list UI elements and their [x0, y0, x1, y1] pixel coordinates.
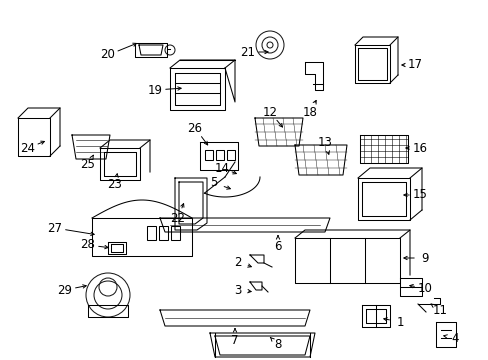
Text: 26: 26	[187, 122, 202, 135]
Text: 19: 19	[147, 84, 162, 96]
Text: 25: 25	[81, 158, 95, 171]
Text: 13: 13	[317, 135, 332, 148]
Text: 12: 12	[262, 105, 277, 118]
Text: 17: 17	[407, 58, 422, 72]
Bar	[216, 150, 224, 160]
Bar	[204, 150, 213, 160]
Text: 22: 22	[170, 211, 185, 225]
Text: 6: 6	[274, 240, 281, 253]
Text: 15: 15	[412, 189, 427, 202]
Text: 5: 5	[210, 176, 217, 189]
Text: 29: 29	[58, 284, 72, 297]
Text: 10: 10	[417, 282, 431, 294]
Text: 23: 23	[107, 179, 122, 192]
Bar	[147, 226, 156, 240]
Text: 28: 28	[81, 238, 95, 252]
Text: 8: 8	[274, 338, 281, 351]
Bar	[159, 226, 168, 240]
Bar	[226, 150, 235, 160]
Text: 4: 4	[450, 332, 458, 345]
Text: 9: 9	[420, 252, 428, 265]
Text: 1: 1	[395, 315, 403, 328]
Text: 7: 7	[231, 333, 238, 346]
Text: 18: 18	[302, 105, 317, 118]
Text: 11: 11	[431, 303, 447, 316]
Text: 16: 16	[412, 141, 427, 154]
Text: 20: 20	[101, 49, 115, 62]
Text: 21: 21	[240, 45, 255, 58]
Text: 27: 27	[47, 221, 62, 234]
Text: 3: 3	[234, 284, 241, 297]
Text: 2: 2	[234, 256, 241, 269]
Text: 14: 14	[214, 162, 229, 175]
Bar	[171, 226, 180, 240]
Text: 24: 24	[20, 141, 36, 154]
